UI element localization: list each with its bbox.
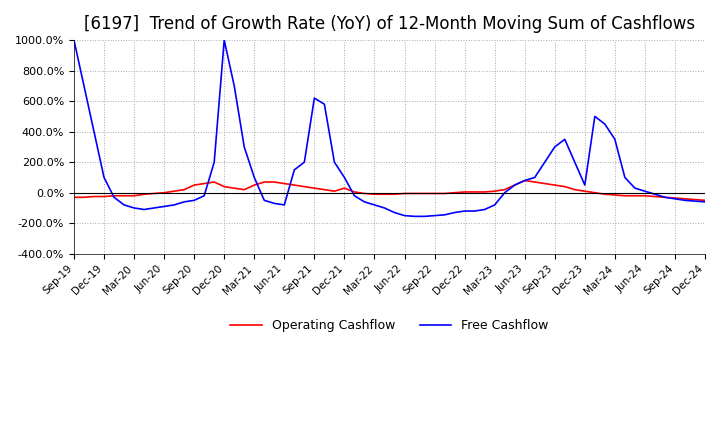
Operating Cashflow — [380, 191, 389, 197]
Free Cashflow — [701, 199, 709, 205]
Free Cashflow — [150, 205, 158, 211]
Operating Cashflow — [420, 191, 429, 196]
Free Cashflow — [490, 202, 499, 208]
Line: Operating Cashflow: Operating Cashflow — [74, 180, 705, 200]
Free Cashflow — [480, 207, 489, 212]
Legend: Operating Cashflow, Free Cashflow: Operating Cashflow, Free Cashflow — [225, 314, 554, 337]
Operating Cashflow — [480, 189, 489, 194]
Free Cashflow — [410, 214, 419, 219]
Free Cashflow — [330, 160, 338, 165]
Operating Cashflow — [521, 178, 529, 183]
Operating Cashflow — [150, 191, 158, 196]
Operating Cashflow — [330, 189, 338, 194]
Operating Cashflow — [70, 194, 78, 200]
Title: [6197]  Trend of Growth Rate (YoY) of 12-Month Moving Sum of Cashflows: [6197] Trend of Growth Rate (YoY) of 12-… — [84, 15, 695, 33]
Operating Cashflow — [701, 198, 709, 203]
Free Cashflow — [431, 213, 439, 218]
Line: Free Cashflow: Free Cashflow — [74, 40, 705, 216]
Free Cashflow — [70, 37, 78, 43]
Operating Cashflow — [470, 189, 479, 194]
Free Cashflow — [380, 205, 389, 211]
